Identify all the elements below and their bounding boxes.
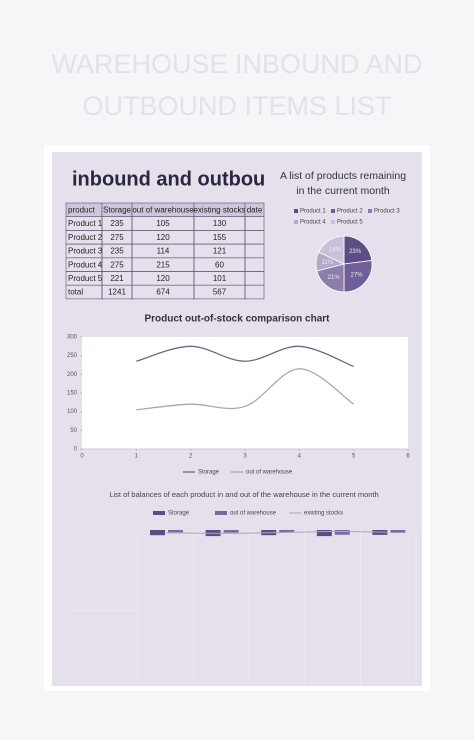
line-series bbox=[136, 345, 354, 368]
pie-slice bbox=[318, 235, 345, 265]
bar bbox=[168, 530, 183, 533]
x-tick-label: 2 bbox=[189, 454, 193, 460]
x-tick-label: 1 bbox=[135, 454, 139, 460]
legend-swatch bbox=[153, 511, 165, 515]
cell-text: 120 bbox=[156, 274, 170, 283]
x-tick-label: 0 bbox=[80, 454, 84, 460]
legend-swatch bbox=[368, 209, 372, 213]
y-tick-label: 150 bbox=[67, 391, 78, 397]
data-label: 27% bbox=[351, 273, 364, 279]
chart-title: in the current month bbox=[296, 185, 390, 197]
table: product Storage out of warehouse existing s… bbox=[65, 202, 265, 300]
column-header: date bbox=[247, 205, 263, 214]
cell-text: 275 bbox=[110, 233, 124, 242]
y-tick-label: 300 bbox=[67, 335, 78, 341]
chart-title: A list of products remaining bbox=[280, 170, 406, 182]
chart-title: Product out-of-stock comparison chart bbox=[144, 314, 330, 325]
column-header: Storage bbox=[103, 205, 132, 214]
y-tick-label: 50 bbox=[70, 428, 77, 434]
bar bbox=[150, 530, 165, 536]
legend-label: existing stocks bbox=[304, 511, 343, 517]
cell-text: Product 2 bbox=[68, 233, 103, 242]
cell-text: Product 4 bbox=[68, 260, 103, 269]
cell-text: 221 bbox=[110, 274, 124, 283]
y-tick-label: 100 bbox=[67, 409, 78, 415]
cell-text: 101 bbox=[213, 274, 227, 283]
legend-swatch bbox=[215, 511, 227, 515]
column-header: existing stocks bbox=[193, 205, 245, 214]
data-label: 21% bbox=[328, 275, 341, 281]
bar bbox=[390, 530, 406, 533]
x-tick-label: 6 bbox=[406, 454, 410, 460]
line-series bbox=[136, 368, 355, 411]
line-series bbox=[165, 530, 389, 534]
legend-swatch bbox=[331, 220, 335, 224]
table-cell bbox=[244, 284, 265, 300]
legend-swatch bbox=[331, 209, 335, 213]
pie-slice bbox=[316, 263, 345, 293]
cell-text: 1241 bbox=[108, 288, 126, 297]
legend-swatch bbox=[294, 220, 298, 224]
page-title: WAREHOUSE INBOUND AND bbox=[51, 49, 422, 79]
x-tick-label: 3 bbox=[243, 454, 247, 460]
cell-text: Product 1 bbox=[68, 219, 103, 228]
cell-text: 114 bbox=[157, 247, 170, 256]
legend-label: out of warehouse bbox=[246, 470, 293, 476]
legend-label: Product 4 bbox=[300, 220, 326, 226]
legend-label: Product 5 bbox=[337, 220, 363, 226]
legend-label: out of warehouse bbox=[230, 511, 277, 517]
cell-text: 105 bbox=[156, 219, 170, 228]
legend-swatch bbox=[294, 209, 298, 213]
cell-text: 60 bbox=[215, 260, 224, 269]
cell-text: 121 bbox=[213, 247, 227, 256]
bar bbox=[334, 530, 350, 535]
cell-text: 215 bbox=[156, 260, 170, 269]
cell-text: 567 bbox=[213, 288, 227, 297]
cell-text: total bbox=[68, 288, 83, 297]
page-title: OUTBOUND ITEMS LIST bbox=[82, 91, 391, 121]
data-label: 23% bbox=[349, 249, 362, 255]
bar bbox=[279, 530, 295, 533]
column-header: product bbox=[68, 205, 95, 214]
cell-text: 275 bbox=[110, 260, 124, 269]
bar bbox=[316, 530, 332, 537]
pie-slice bbox=[343, 235, 373, 265]
cell-text: 674 bbox=[156, 288, 170, 297]
y-tick-label: 200 bbox=[67, 372, 78, 378]
x-tick-label: 5 bbox=[352, 454, 356, 460]
x-tick-label: 4 bbox=[298, 454, 302, 460]
cell-text: 120 bbox=[156, 233, 170, 242]
legend-label: Product 1 bbox=[300, 209, 326, 215]
legend-label: Storage bbox=[198, 470, 220, 476]
cell-text: 235 bbox=[110, 247, 124, 256]
data-label: 11% bbox=[321, 260, 333, 266]
bar bbox=[223, 530, 239, 533]
cell-text: 155 bbox=[213, 233, 227, 242]
y-tick-label: 0 bbox=[74, 447, 78, 453]
plot-area bbox=[82, 337, 408, 449]
y-tick-label: 250 bbox=[67, 353, 78, 359]
legend-label: Storage bbox=[168, 511, 190, 517]
legend-label: Product 3 bbox=[374, 209, 400, 215]
chart-title: List of balances of each product in and … bbox=[109, 490, 378, 499]
column-header: out of warehouse bbox=[132, 205, 194, 214]
pie-slice bbox=[343, 260, 373, 293]
legend-label: Product 2 bbox=[337, 209, 363, 215]
cell-text: Product 3 bbox=[68, 247, 103, 256]
sheet-title: inbound and outbou bbox=[72, 168, 265, 190]
cell-text: Product 5 bbox=[68, 274, 103, 283]
cell-text: 235 bbox=[110, 219, 124, 228]
data-label: 18% bbox=[329, 247, 342, 253]
cell-text: 130 bbox=[213, 219, 227, 228]
